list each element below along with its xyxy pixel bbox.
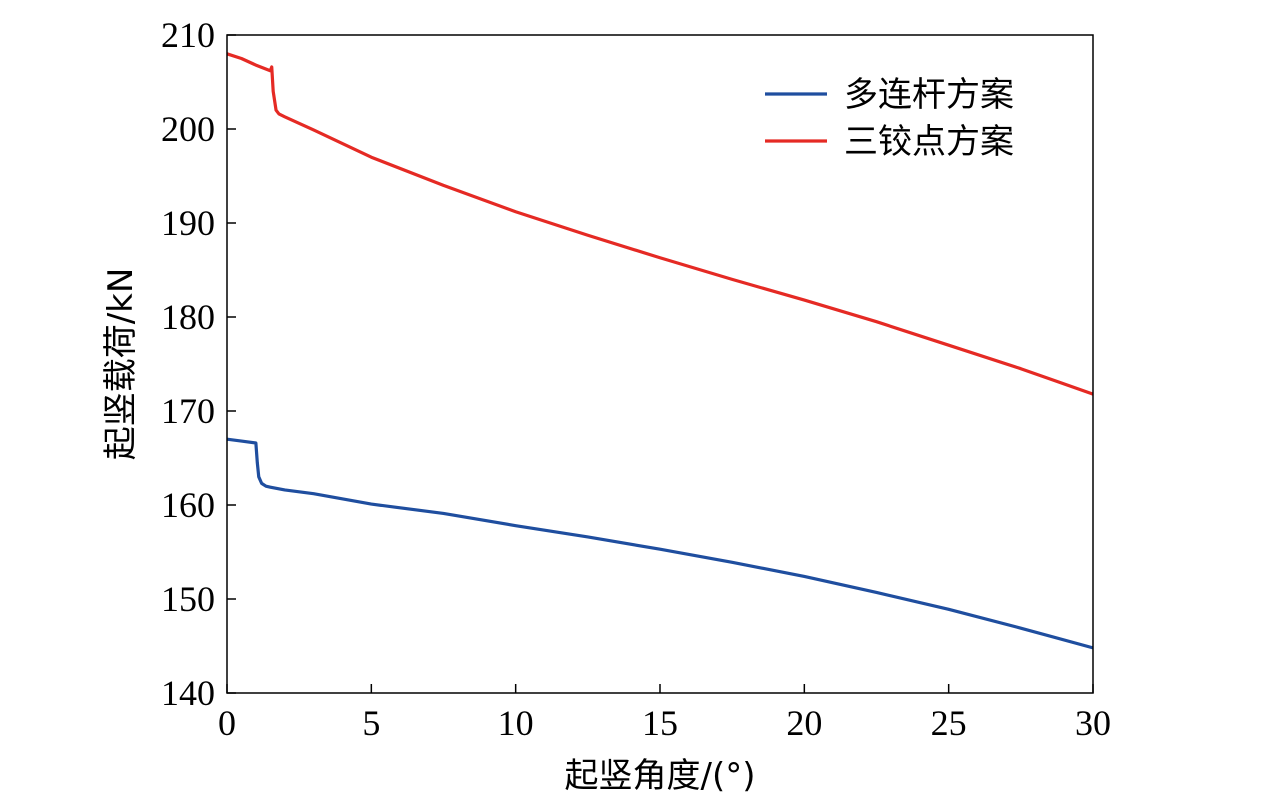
x-tick-label: 25 xyxy=(931,703,967,743)
y-tick-label: 150 xyxy=(161,579,215,619)
x-tick-label: 20 xyxy=(786,703,822,743)
x-tick-label: 5 xyxy=(362,703,380,743)
y-tick-label: 160 xyxy=(161,485,215,525)
y-tick-label: 190 xyxy=(161,203,215,243)
y-tick-label: 170 xyxy=(161,391,215,431)
x-tick-label: 15 xyxy=(642,703,678,743)
x-axis-title: 起竖角度/(°) xyxy=(565,756,756,796)
y-tick-label: 200 xyxy=(161,109,215,149)
x-tick-label: 30 xyxy=(1075,703,1111,743)
legend-label-2: 三铰点方案 xyxy=(844,122,1014,162)
series-line-1 xyxy=(226,437,1094,650)
series-line-2 xyxy=(226,52,1094,396)
y-tick-label: 210 xyxy=(161,15,215,55)
y-tick-label: 140 xyxy=(161,673,215,713)
y-axis-title: 起竖载荷/kN xyxy=(101,268,141,461)
y-tick-label: 180 xyxy=(161,297,215,337)
x-tick-label: 0 xyxy=(218,703,236,743)
axes: 0 5 10 15 20 25 30 140 150 160 170 180 190 200 210 xyxy=(161,15,1111,743)
legend-label-1: 多连杆方案 xyxy=(844,75,1014,115)
x-tick-label: 10 xyxy=(498,703,534,743)
plot-area xyxy=(226,52,1094,650)
